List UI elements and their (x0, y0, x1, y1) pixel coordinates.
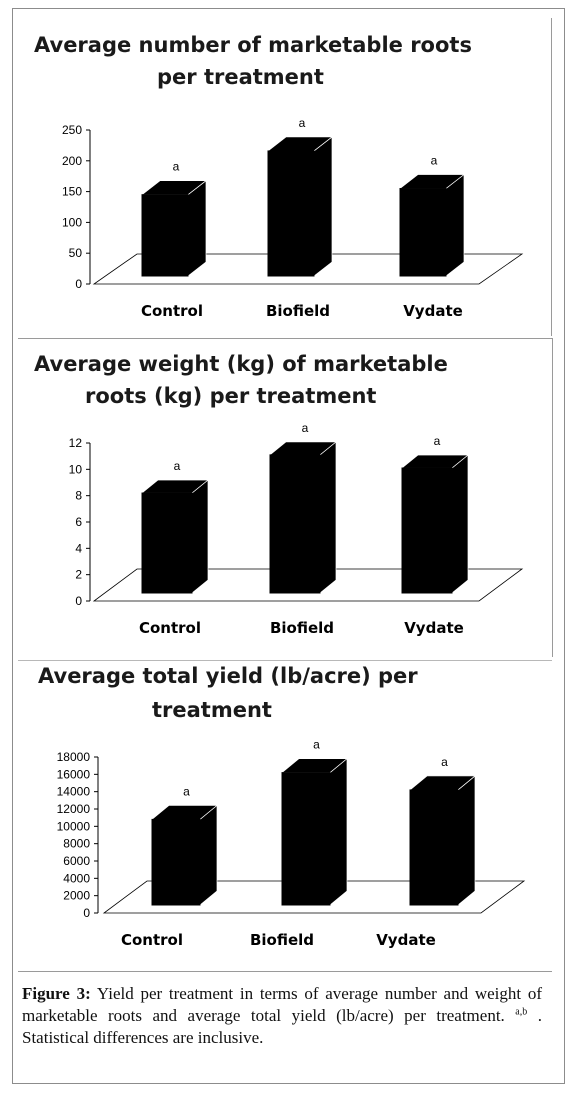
significance-label: a (174, 459, 181, 473)
y-tick-label: 8 (75, 489, 82, 503)
bar-side (191, 479, 209, 594)
bar-vydate (398, 173, 466, 277)
category-label: Biofield (270, 619, 334, 637)
chart-panel-weight: Average weight (kg) of marketable roots (… (18, 338, 553, 657)
chart-title-line: Average weight (kg) of marketable (34, 352, 448, 376)
caption-text: Yield per treatment in terms of average … (22, 984, 542, 1025)
y-tick-label: 2 (75, 568, 82, 582)
y-tick-label: 6000 (63, 854, 90, 868)
significance-label: a (302, 421, 309, 435)
bar-side (199, 804, 218, 906)
bar-front (151, 818, 201, 906)
y-tick-label: 100 (62, 215, 82, 229)
bar-biofield (266, 136, 334, 277)
y-tick-label: 6 (75, 515, 82, 529)
y-tick-label: 16000 (57, 767, 91, 781)
chart-panel-number: Average number of marketable roots per tr… (18, 18, 552, 336)
y-tick-label: 50 (69, 246, 83, 260)
bar-front (267, 150, 315, 277)
bar-front (281, 772, 331, 906)
chart-title-line: treatment (152, 698, 272, 722)
bar-side (313, 136, 333, 277)
significance-label: a (299, 116, 306, 130)
bar-front (269, 454, 321, 594)
bar-front (141, 492, 193, 594)
bar-control (140, 179, 208, 277)
y-tick-label: 14000 (57, 785, 91, 799)
category-label: Vydate (404, 619, 464, 637)
chart-floor (102, 880, 526, 914)
y-tick-label: 12000 (57, 802, 91, 816)
y-tick-label: 150 (62, 185, 82, 199)
y-tick-label: 2000 (63, 889, 90, 903)
significance-label: a (313, 738, 320, 752)
significance-label: a (441, 755, 448, 769)
panel-divider (551, 18, 552, 336)
y-tick-label: 0 (83, 906, 90, 920)
bar-side (319, 441, 337, 594)
chart-title-line: per treatment (157, 65, 324, 89)
y-tick-label: 10 (69, 462, 83, 476)
y-tick-label: 250 (62, 123, 82, 137)
bar-side (451, 454, 469, 594)
chart-floor (92, 568, 524, 602)
bar-front (141, 194, 189, 277)
category-label: Control (141, 302, 203, 320)
category-label: Biofield (266, 302, 330, 320)
bar-front (409, 789, 459, 906)
bar-control (141, 479, 209, 594)
figure-caption: Figure 3: Yield per treatment in terms o… (22, 983, 542, 1049)
chart-number-of-roots: Average number of marketable roots per tr… (34, 33, 524, 320)
bar-vydate (409, 775, 476, 906)
caption-superscript: a,b (515, 1006, 528, 1018)
significance-label: a (173, 160, 180, 174)
chart-floor (92, 253, 524, 285)
y-tick-label: 0 (75, 277, 82, 291)
significance-label: a (183, 784, 190, 798)
category-label: Vydate (403, 302, 463, 320)
y-tick-label: 4 (75, 541, 82, 555)
significance-label: a (431, 154, 438, 168)
bar-vydate (401, 454, 469, 594)
chart-title-line: roots (kg) per treatment (85, 384, 376, 408)
significance-label: a (434, 434, 441, 448)
chart-weight-of-roots: Average weight (kg) of marketable roots (… (34, 352, 524, 637)
category-label: Vydate (376, 931, 436, 949)
caption-label: Figure 3: (22, 984, 91, 1003)
bar-side (187, 179, 207, 277)
bar-front (401, 467, 453, 594)
bar-front (399, 188, 447, 277)
chart-total-yield: Average total yield (lb/acre) per treatme… (38, 664, 526, 949)
chart-title-line: Average number of marketable roots (34, 33, 472, 57)
bar-biofield (269, 441, 337, 594)
y-tick-label: 12 (69, 436, 83, 450)
category-label: Control (139, 619, 201, 637)
bar-control (151, 804, 218, 906)
bar-side (445, 173, 465, 277)
y-tick-label: 4000 (63, 871, 90, 885)
chart-title-line: Average total yield (lb/acre) per (38, 664, 418, 688)
caption-text-end: . Statistical differences are inclusive. (22, 1006, 542, 1047)
chart-panel-yield: Average total yield (lb/acre) per treatme… (18, 660, 552, 972)
y-tick-label: 0 (75, 594, 82, 608)
y-tick-label: 8000 (63, 837, 90, 851)
y-tick-label: 10000 (57, 819, 91, 833)
y-tick-label: 200 (62, 154, 82, 168)
bar-side (329, 757, 348, 906)
bar-biofield (281, 757, 348, 906)
category-label: Control (121, 931, 183, 949)
category-label: Biofield (250, 931, 314, 949)
bar-side (457, 775, 476, 906)
y-tick-label: 18000 (57, 750, 91, 764)
